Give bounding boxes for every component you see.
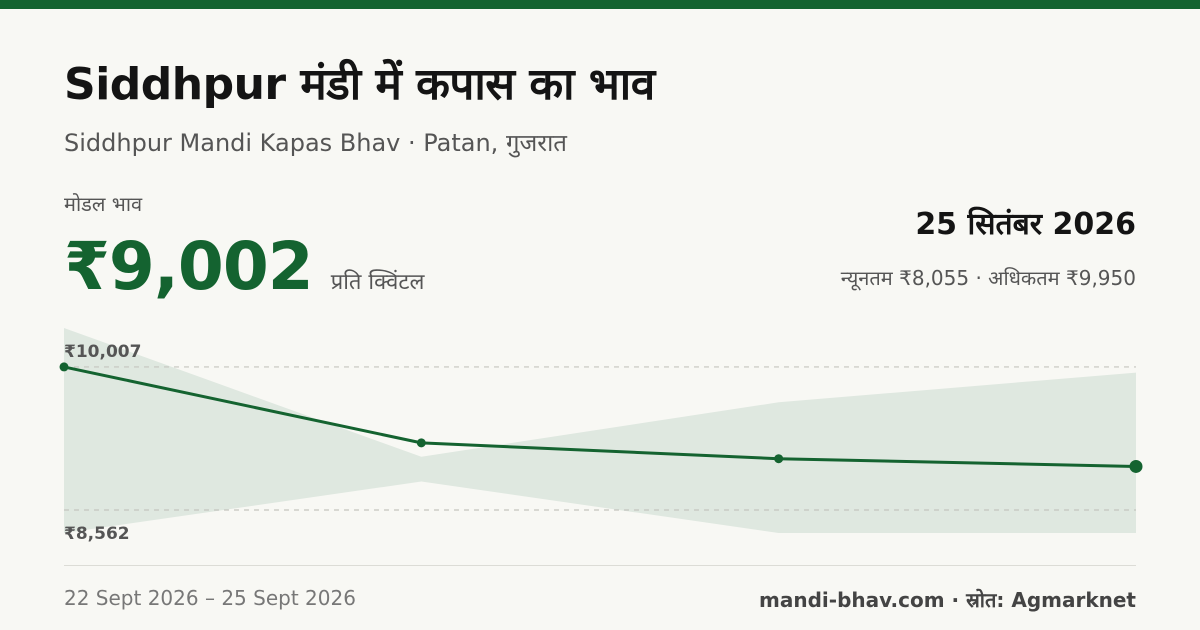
footer-date-range: 22 Sept 2026 – 25 Sept 2026 [64, 586, 356, 610]
min-value-label: ₹8,562 [64, 524, 130, 544]
model-price-label: मोडल भाव [64, 192, 143, 216]
price-line [63, 365, 1137, 468]
price-trend-chart: ₹10,007 ₹8,562 [59, 328, 1143, 544]
price-point [59, 362, 69, 372]
price-date: 25 सितंबर 2026 [915, 207, 1136, 242]
price-point [416, 438, 426, 448]
price-unit: प्रति क्विंटल [330, 270, 425, 295]
latest-price-point [1129, 459, 1143, 473]
min-max-range: न्यूनतम ₹8,055 · अधिकतम ₹9,950 [840, 266, 1136, 290]
price-row: ₹9,002 प्रति क्विंटल [64, 228, 424, 305]
page-title: Siddhpur मंडी में कपास का भाव [64, 59, 655, 110]
top-accent-bar [0, 0, 1200, 9]
min-max-band [64, 328, 1136, 533]
footer-source: mandi-bhav.com · स्रोत: Agmarknet [759, 588, 1136, 612]
model-price: ₹9,002 [64, 228, 314, 305]
page-subtitle: Siddhpur Mandi Kapas Bhav · Patan, गुजरा… [64, 129, 567, 157]
footer-divider [64, 565, 1136, 566]
max-value-label: ₹10,007 [64, 342, 141, 362]
price-point [774, 454, 784, 464]
